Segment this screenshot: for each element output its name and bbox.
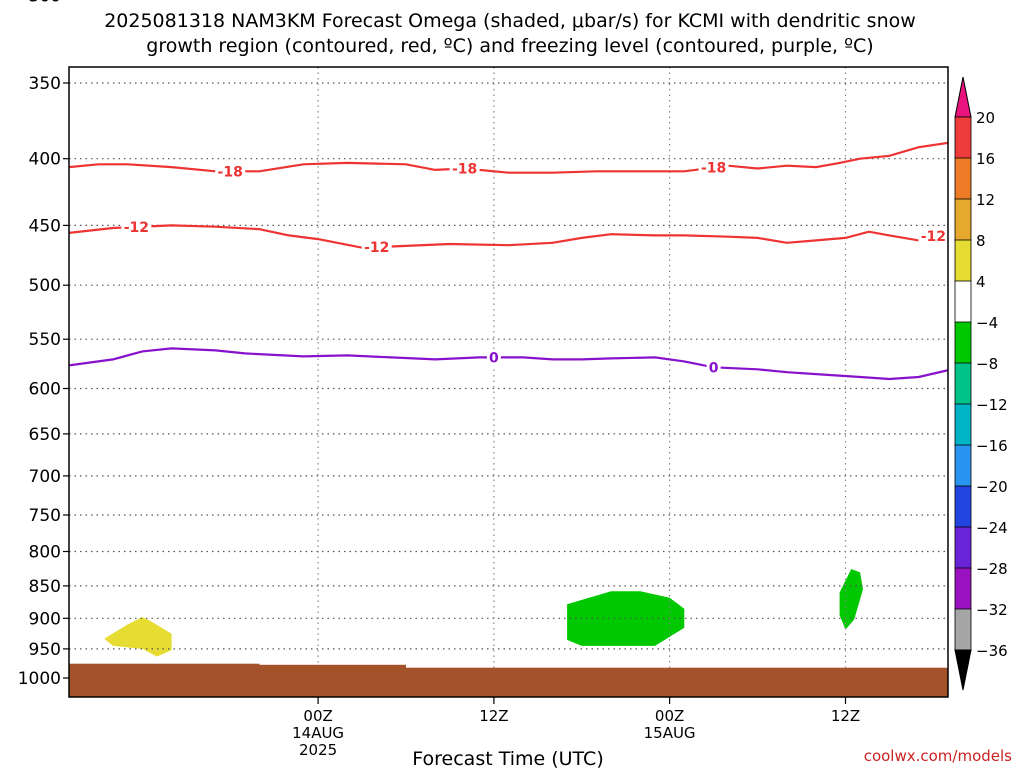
x-tick-sub1-2: 15AUG xyxy=(644,724,696,742)
colorbar-segment-2 xyxy=(954,198,972,241)
y-tick-label-850: 850 xyxy=(29,577,61,597)
contour-label-bg-2-1 xyxy=(706,359,721,376)
colorbar-segment-1 xyxy=(954,157,972,200)
contour-label-bg-1-1 xyxy=(361,239,392,256)
colorbar-tick-label-9: −20 xyxy=(976,478,1008,496)
colorbar-tick-label-2: 12 xyxy=(976,191,995,209)
colorbar-tick-label-10: −24 xyxy=(976,519,1008,537)
contour-line-1 xyxy=(69,224,948,249)
y-tick-label-300: 300 xyxy=(29,0,61,7)
colorbar-segment-12 xyxy=(954,608,972,651)
y-tick-label-350: 350 xyxy=(29,74,61,94)
y-tick-label-900: 900 xyxy=(29,609,61,629)
ground-segment-1 xyxy=(259,664,406,697)
plot-content: -18 -18 -18 -12 -12 -12 0 0 xyxy=(69,67,1024,697)
contour-label-bg-1-2 xyxy=(918,228,948,244)
colorbar-bottom-arrow xyxy=(954,649,972,691)
colorbar-segment-6 xyxy=(954,362,972,405)
y-tick-label-550: 550 xyxy=(29,330,61,350)
omega-region-0 xyxy=(104,617,172,657)
contour-label-bg-2-0 xyxy=(486,349,501,366)
y-tick-label-600: 600 xyxy=(29,380,61,400)
colorbar: 20 16 12 8 4 −4 −8 −12 −16 −20 −24 −28 −32 −36 xyxy=(954,76,1008,691)
x-axis-label: Forecast Time (UTC) xyxy=(412,748,603,768)
x-tick-label-2: 00Z xyxy=(655,707,684,725)
colorbar-tick-label-11: −28 xyxy=(976,560,1008,578)
y-tick-label-650: 650 xyxy=(29,425,61,445)
contour-label-0-2: -18 xyxy=(701,161,726,177)
colorbar-segment-4 xyxy=(954,280,972,323)
x-tick-sub1-0: 14AUG xyxy=(292,724,344,742)
contour-label-2-0: 0 xyxy=(489,350,499,366)
contour-label-bg-0-0 xyxy=(215,163,246,180)
contour-label-bg-0-2 xyxy=(698,159,729,176)
colorbar-tick-label-5: −4 xyxy=(976,314,998,332)
colorbar-segment-7 xyxy=(954,403,972,446)
y-tick-label-800: 800 xyxy=(29,543,61,563)
x-tick-label-3: 12Z xyxy=(831,707,860,725)
colorbar-tick-label-8: −16 xyxy=(976,437,1008,455)
colorbar-tick-label-6: −8 xyxy=(976,355,998,373)
contour-label-1-2: -12 xyxy=(921,229,946,245)
colorbar-tick-label-1: 16 xyxy=(976,150,995,168)
y-tick-label-1000: 1000 xyxy=(18,669,61,689)
colorbar-top-arrow xyxy=(954,76,972,118)
contour-label-bg-0-1 xyxy=(449,160,480,177)
ground-segment-2 xyxy=(405,667,948,697)
chart-title-line2: growth region (contoured, red, ºC) and f… xyxy=(146,35,873,57)
y-tick-label-500: 500 xyxy=(29,276,61,296)
pressure-axis: 2503003504004505005506006507007508008509… xyxy=(18,0,69,689)
plot-area: -18 -18 -18 -12 -12 -12 0 0 xyxy=(68,66,1024,698)
colorbar-tick-label-4: 4 xyxy=(976,273,986,291)
colorbar-tick-label-12: −32 xyxy=(976,601,1008,619)
omega-region-7 xyxy=(1018,598,1024,611)
credit-link[interactable]: coolwx.com/models xyxy=(864,747,1012,765)
colorbar-segment-8 xyxy=(954,444,972,487)
ground-segment-0 xyxy=(69,663,260,697)
colorbar-tick-label-13: −36 xyxy=(976,642,1008,660)
colorbar-tick-label-3: 8 xyxy=(976,232,986,250)
colorbar-tick-label-0: 20 xyxy=(976,109,995,127)
y-tick-label-400: 400 xyxy=(29,150,61,170)
contour-label-0-1: -18 xyxy=(452,162,477,178)
y-tick-label-950: 950 xyxy=(29,640,61,660)
contour-label-bg-1-0 xyxy=(121,219,152,235)
contour-label-2-1: 0 xyxy=(709,360,719,376)
y-tick-label-700: 700 xyxy=(29,467,61,487)
plot-background xyxy=(69,67,948,697)
plot-frame xyxy=(68,66,949,698)
colorbar-segment-5 xyxy=(954,321,972,364)
colorbar-tick-label-7: −12 xyxy=(976,396,1008,414)
y-tick-label-750: 750 xyxy=(29,506,61,526)
x-tick-sub2-0: 2025 xyxy=(299,741,337,759)
chart-title-line1: 2025081318 NAM3KM Forecast Omega (shaded… xyxy=(104,10,916,32)
x-tick-label-0: 00Z xyxy=(303,707,332,725)
contour-label-1-0: -12 xyxy=(124,220,149,236)
colorbar-segment-3 xyxy=(954,239,972,282)
colorbar-segment-0 xyxy=(954,116,972,159)
colorbar-segment-10 xyxy=(954,526,972,569)
y-tick-label-450: 450 xyxy=(29,216,61,236)
x-tick-label-1: 12Z xyxy=(479,707,508,725)
contour-label-1-1: -12 xyxy=(364,240,389,256)
contour-label-0-0: -18 xyxy=(218,164,243,180)
colorbar-segment-11 xyxy=(954,567,972,610)
contour-line-2 xyxy=(69,347,948,381)
colorbar-segment-9 xyxy=(954,485,972,528)
